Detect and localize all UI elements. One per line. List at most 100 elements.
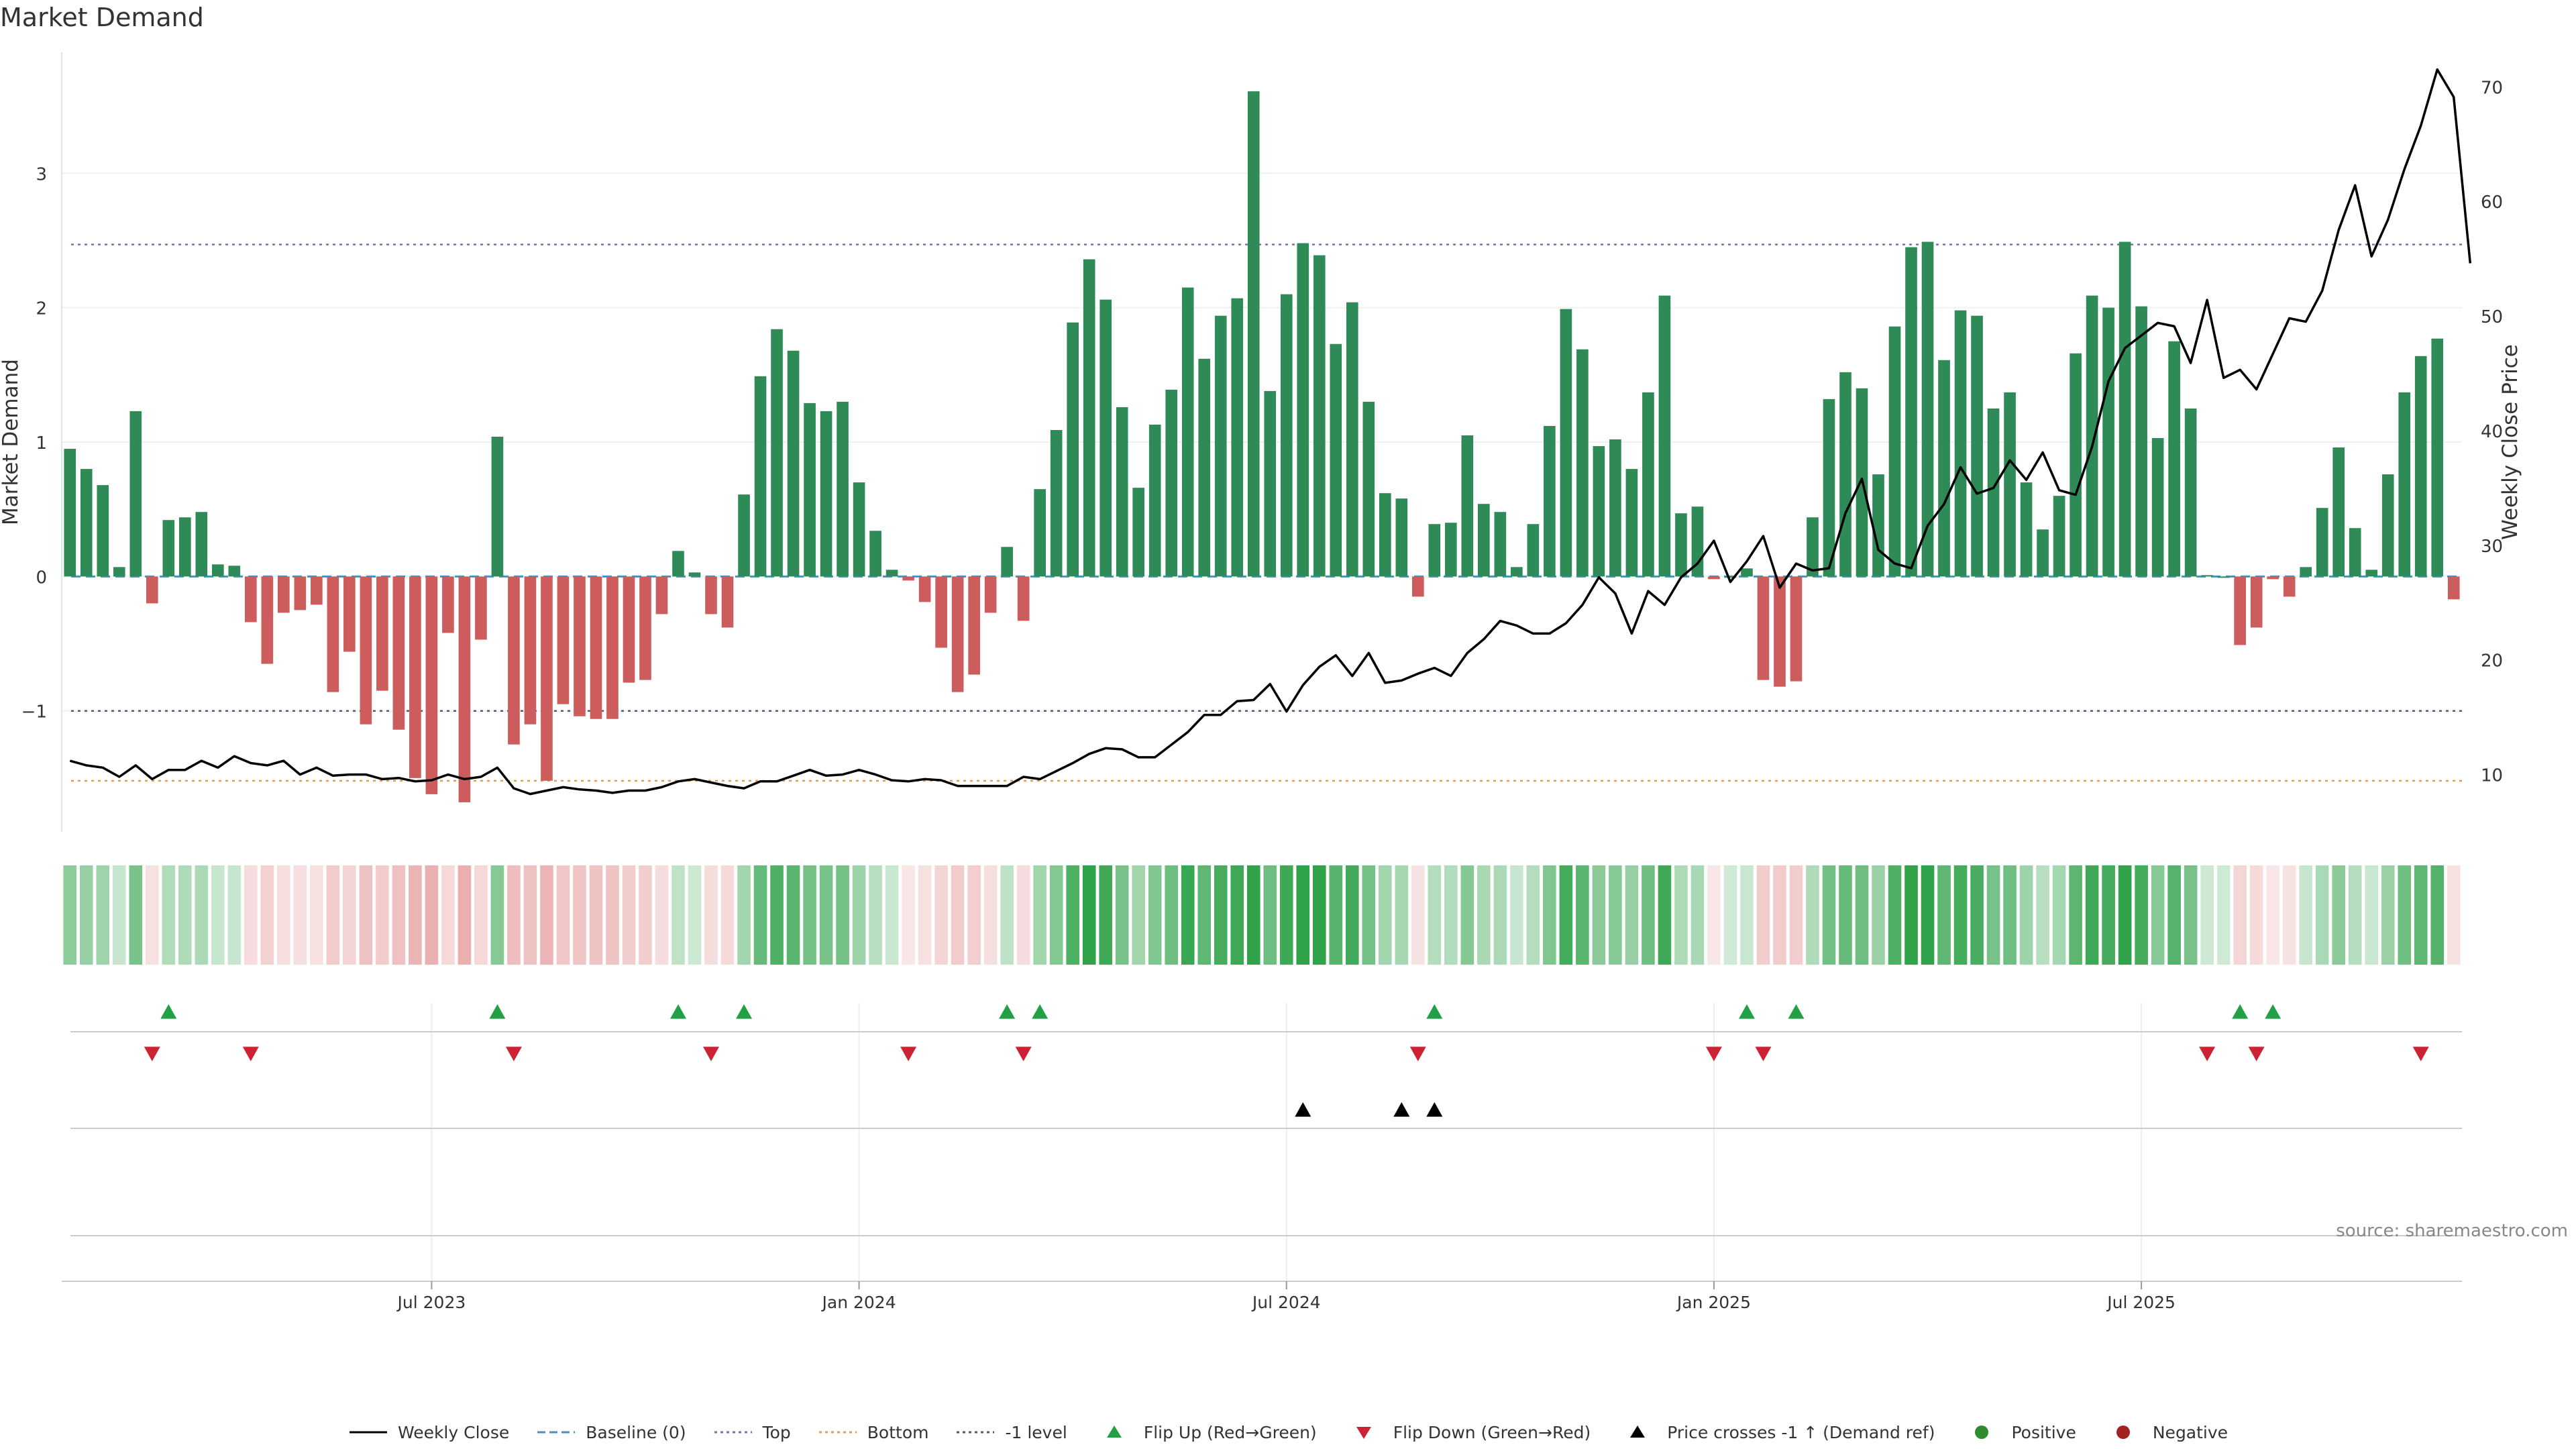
legend-item-flip-up: Flip Up (Red→Green): [1094, 1422, 1317, 1442]
demand-bar: [524, 576, 537, 724]
y2-axis-label: Weekly Close Price: [2498, 344, 2522, 540]
heat-cell: [1789, 865, 1803, 965]
heat-cell: [2184, 865, 2198, 965]
demand-bar: [705, 576, 717, 614]
heat-cell: [639, 865, 652, 965]
demand-bar: [1494, 512, 1507, 577]
demand-bar: [1461, 435, 1474, 577]
legend-item-flip-down: Flip Down (Green→Red): [1344, 1422, 1591, 1442]
heat-cell: [556, 865, 570, 965]
demand-bar: [64, 449, 76, 577]
demand-bar: [113, 567, 125, 577]
flip-up-marker: [999, 1004, 1016, 1019]
heat-cell: [1066, 865, 1079, 965]
demand-bar: [508, 576, 520, 745]
demand-bar: [278, 576, 290, 613]
x-tick-label: Jul 2024: [1251, 1293, 1321, 1312]
legend-symbol: [714, 1431, 752, 1434]
legend-label: Price crosses -1 ↑ (Demand ref): [1667, 1422, 1935, 1442]
demand-bar: [902, 576, 914, 581]
demand-bar: [1165, 389, 1178, 577]
demand-bar: [178, 517, 191, 577]
demand-bar: [541, 576, 553, 781]
demand-bar: [1034, 489, 1046, 577]
heat-cell: [1345, 865, 1359, 965]
legend-item-positive-dot: Positive: [1962, 1422, 2076, 1442]
demand-bar: [1181, 287, 1194, 577]
heat-cell: [343, 865, 356, 965]
legend-label: Negative: [2152, 1422, 2229, 1442]
heat-cell: [2249, 865, 2263, 965]
heat-cell: [918, 865, 932, 965]
demand-bar: [1790, 576, 1803, 682]
flip-up-marker: [1426, 1004, 1443, 1019]
demand-bar: [1905, 247, 1917, 577]
heat-cell: [1016, 865, 1030, 965]
demand-bar: [360, 576, 372, 724]
heat-cell: [392, 865, 406, 965]
legend-label: Positive: [2011, 1422, 2076, 1442]
heat-cell: [1082, 865, 1096, 965]
heat-cell: [425, 865, 439, 965]
heat-cell: [606, 865, 619, 965]
demand-bar: [1198, 358, 1211, 577]
y-tick-label: 2: [36, 299, 47, 319]
legend-symbol: [957, 1431, 995, 1434]
flip-down-marker: [1015, 1046, 1032, 1061]
legend-label: Flip Up (Red→Green): [1143, 1422, 1317, 1442]
legend-symbol: [1630, 1426, 1646, 1438]
demand-bar: [2102, 307, 2114, 577]
demand-bar: [655, 576, 668, 614]
heat-cell: [1904, 865, 1918, 965]
heat-cell: [1362, 865, 1376, 965]
demand-bar: [2234, 576, 2246, 645]
heat-cell: [458, 865, 472, 965]
heat-cell: [63, 865, 77, 965]
heat-cell: [2200, 865, 2214, 965]
heat-cell: [1477, 865, 1491, 965]
demand-bar: [1971, 315, 1983, 577]
demand-bar: [1724, 576, 1737, 578]
demand-bar: [2004, 392, 2016, 577]
demand-bar: [2398, 392, 2411, 577]
demand-bar: [1757, 576, 1770, 680]
demand-bar: [245, 576, 257, 623]
demand-bar: [2053, 496, 2065, 577]
heat-cell: [1740, 865, 1754, 965]
flip-down-marker: [242, 1046, 259, 1061]
demand-bar: [2431, 338, 2444, 577]
heat-cell: [1214, 865, 1228, 965]
demand-bar: [1067, 322, 1079, 577]
demand-bar: [1708, 576, 1720, 580]
heat-cell: [672, 865, 685, 965]
heat-cell: [1493, 865, 1507, 965]
demand-bar: [2300, 567, 2312, 577]
demand-bar: [1774, 576, 1786, 687]
heat-cell: [145, 865, 159, 965]
flip-down-marker: [2199, 1046, 2216, 1061]
heat-cell: [490, 865, 504, 965]
demand-bar: [1411, 576, 1424, 597]
demand-bar: [557, 576, 570, 704]
demand-bar: [475, 576, 487, 640]
heat-cell: [1411, 865, 1425, 965]
demand-bar: [228, 566, 241, 577]
price-cross-marker: [1426, 1102, 1443, 1117]
legend-symbol: [2116, 1426, 2130, 1439]
demand-bar: [1001, 547, 1013, 577]
heat-cell: [277, 865, 290, 965]
demand-bar: [1214, 315, 1227, 577]
heat-cell: [162, 865, 176, 965]
heat-cell: [441, 865, 455, 965]
demand-bar: [327, 576, 339, 692]
demand-bar: [787, 350, 800, 577]
heat-cell: [1888, 865, 1902, 965]
heat-cell: [1937, 865, 1951, 965]
heat-cell: [2299, 865, 2312, 965]
demand-bar: [1099, 299, 1112, 577]
demand-bar: [80, 469, 93, 577]
demand-bar: [804, 402, 816, 577]
flip-up-marker: [1032, 1004, 1049, 1019]
demand-bar: [2086, 295, 2098, 577]
x-axis: Jul 2023 Jan 2024 Jul 2024 Jan 2025 Jul 2025: [62, 1281, 2462, 1312]
